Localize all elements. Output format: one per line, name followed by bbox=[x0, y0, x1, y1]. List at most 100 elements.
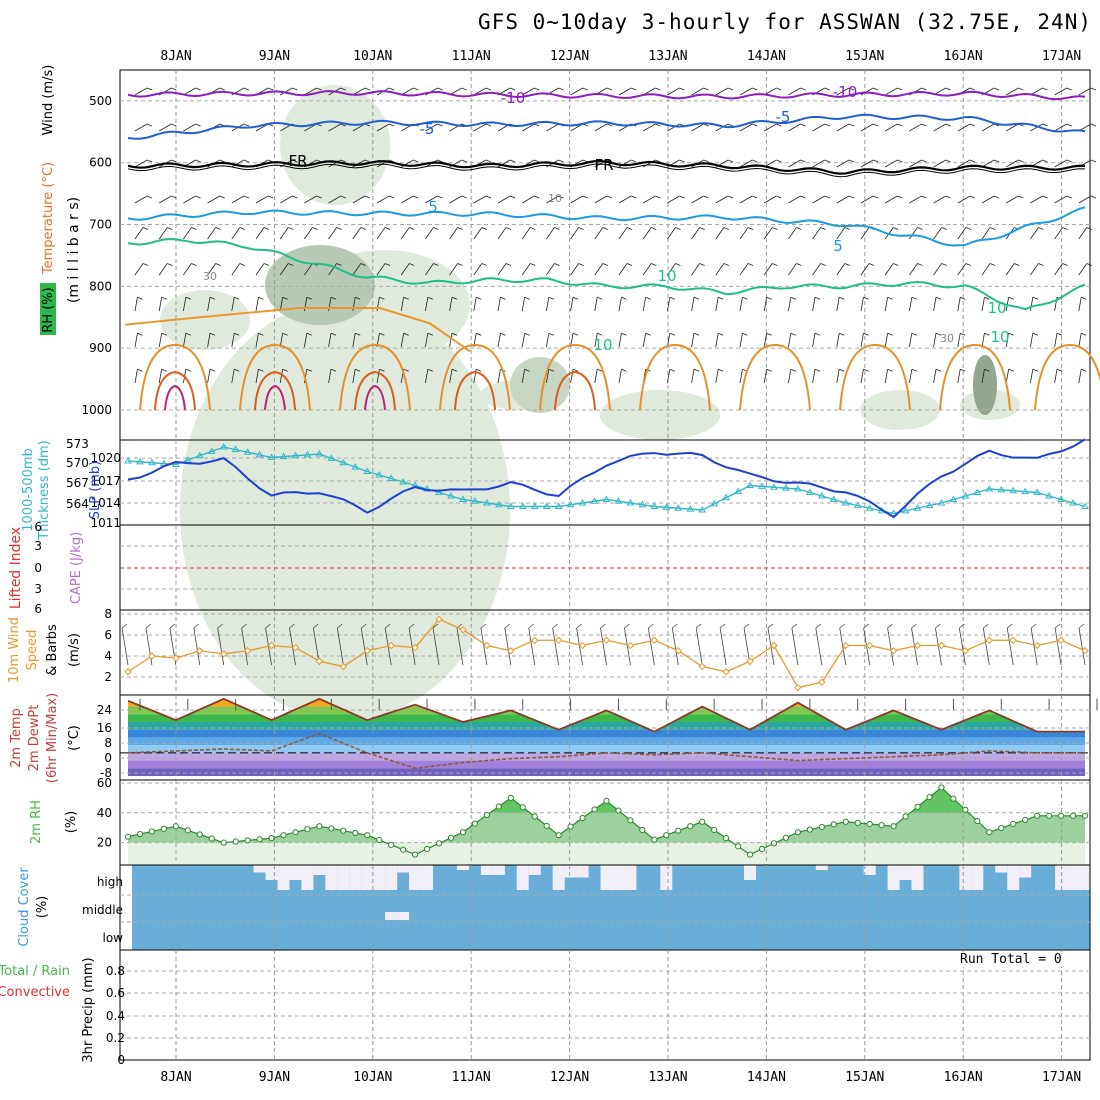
thickness-point bbox=[1021, 487, 1030, 495]
cloud-high-bar bbox=[301, 865, 314, 890]
wind-speed-point bbox=[985, 636, 994, 644]
wind-barb-10m bbox=[935, 623, 941, 629]
thickness-point bbox=[758, 482, 766, 489]
wind-barb-10m bbox=[958, 627, 966, 666]
cloud-high-bar bbox=[600, 865, 613, 890]
wind-barb bbox=[234, 296, 240, 300]
wind-barb bbox=[1081, 332, 1087, 336]
wind-barb bbox=[473, 123, 487, 132]
wind-barb bbox=[258, 332, 264, 336]
wind-barb bbox=[597, 332, 603, 336]
wind-barb bbox=[679, 159, 685, 163]
wind-barb-10m bbox=[360, 627, 368, 666]
wind-barb-10m bbox=[361, 623, 367, 629]
wind-barb bbox=[911, 368, 917, 372]
rh-base bbox=[128, 842, 1085, 865]
wind-barb bbox=[788, 227, 797, 240]
wind-speed-point bbox=[626, 641, 635, 650]
wind-barb bbox=[255, 195, 269, 204]
wind-barb bbox=[524, 368, 530, 372]
wind-barb bbox=[427, 368, 433, 372]
wind-speed-point bbox=[172, 654, 180, 662]
wind-barb bbox=[933, 369, 937, 384]
wind-barb bbox=[776, 87, 782, 91]
rh-point bbox=[412, 851, 419, 858]
wind-barb bbox=[134, 159, 148, 168]
wind-speed-point bbox=[650, 636, 659, 644]
wind-barb bbox=[667, 87, 680, 96]
wind-barb bbox=[158, 297, 163, 312]
rh-point bbox=[316, 823, 323, 830]
wind-barb bbox=[921, 123, 927, 127]
temp-line bbox=[127, 697, 1085, 733]
rh-point bbox=[1046, 812, 1053, 819]
wind-barb bbox=[630, 87, 637, 91]
wind-speed-point bbox=[746, 657, 754, 665]
wind-barb-10m bbox=[719, 623, 726, 629]
wind-barb bbox=[667, 263, 676, 276]
wind-barb bbox=[304, 263, 313, 276]
rh-point bbox=[352, 829, 359, 837]
cloud-high-bar bbox=[959, 865, 972, 890]
wind-barb-10m bbox=[576, 627, 583, 666]
wind-speed-point bbox=[459, 626, 467, 634]
rh-point bbox=[459, 829, 467, 836]
rh-point bbox=[603, 797, 610, 804]
wind-barb bbox=[715, 195, 729, 204]
wind-barb bbox=[195, 159, 201, 163]
date-label-bottom: 10JAN bbox=[353, 1070, 392, 1085]
wind-barb-10m bbox=[1078, 623, 1085, 629]
wind-speed-point bbox=[722, 668, 730, 676]
wind-barb bbox=[621, 368, 627, 372]
rh-point bbox=[220, 839, 227, 846]
thickness-point bbox=[435, 488, 443, 495]
rh-point bbox=[914, 803, 921, 810]
wind-barb bbox=[183, 123, 196, 132]
wind-barb bbox=[691, 333, 695, 348]
wind-barb bbox=[400, 263, 410, 276]
cloud-high-bar bbox=[564, 865, 577, 878]
wind-barb bbox=[824, 195, 830, 199]
cloud-high-bar bbox=[1019, 865, 1032, 878]
thickness-point bbox=[1009, 486, 1018, 494]
wind-barb bbox=[751, 159, 758, 163]
contour-label: 10 bbox=[593, 336, 612, 354]
wind-label-1: 10m Wind bbox=[7, 617, 22, 683]
wind-barb bbox=[788, 297, 792, 312]
cloud-high-bar bbox=[409, 865, 422, 890]
wind-barb bbox=[137, 296, 143, 300]
thickness-point bbox=[1045, 492, 1053, 499]
wind-barb bbox=[403, 368, 409, 372]
wind-barb bbox=[885, 123, 898, 132]
rh-point bbox=[507, 794, 514, 801]
temp-line-5 bbox=[127, 206, 1086, 247]
chart-title: GFS 0~10day 3-hourly for ASSWAN (32.75E,… bbox=[478, 10, 1092, 34]
wind-speed-point bbox=[339, 662, 348, 671]
wind-barb bbox=[231, 297, 235, 312]
wind-barb bbox=[231, 195, 245, 204]
wind-barb-10m bbox=[121, 627, 129, 666]
wind-barb bbox=[521, 263, 531, 276]
rh-shading bbox=[265, 245, 375, 325]
wind-barb bbox=[433, 227, 439, 230]
wind-barb bbox=[933, 333, 937, 348]
wind-barb bbox=[718, 296, 724, 300]
cloud-high-bar bbox=[361, 865, 374, 890]
temp-band bbox=[128, 752, 1085, 761]
wind-barb bbox=[715, 297, 719, 312]
thickness-point bbox=[506, 502, 515, 509]
wind-barb bbox=[872, 195, 879, 199]
wind-barb bbox=[909, 227, 918, 240]
wind-barb-10m bbox=[671, 627, 679, 666]
rh-point bbox=[268, 835, 275, 842]
wind-barb bbox=[509, 195, 516, 199]
precip-tick: 0.4 bbox=[106, 1009, 125, 1023]
wind-barb bbox=[667, 369, 671, 384]
wind-barb bbox=[860, 159, 874, 168]
wind-barb-10m bbox=[313, 623, 319, 629]
thickness-point bbox=[518, 502, 527, 509]
wind-barb bbox=[340, 87, 346, 91]
wind-barb bbox=[185, 332, 191, 336]
wind-speed-point bbox=[554, 636, 563, 644]
rh-point bbox=[1057, 812, 1065, 819]
